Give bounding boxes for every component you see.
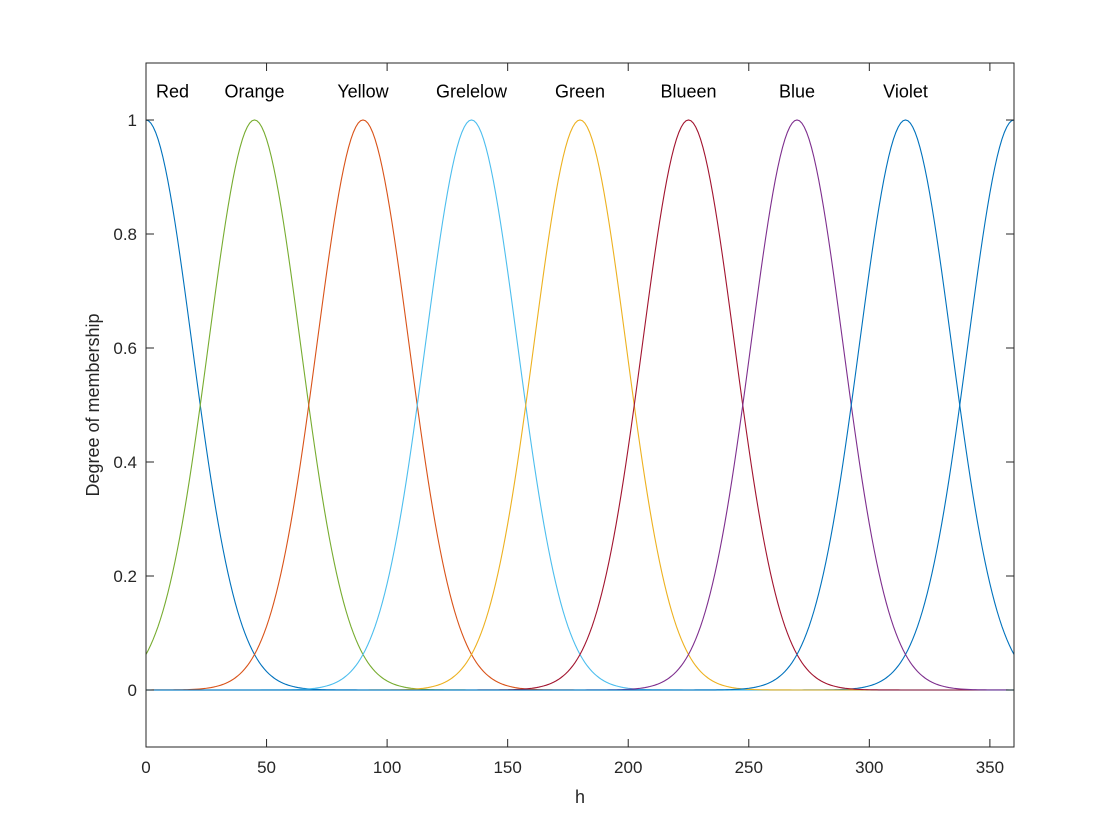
series-line-violet xyxy=(146,119,1014,691)
membership-labels: Red Orange Yellow Grelelow Green Blueen Blue Vi… xyxy=(156,82,928,102)
y-tick-label: 0.6 xyxy=(113,339,137,358)
y-tick-label: 0.8 xyxy=(113,225,137,244)
x-axis-ticks: 0 50 100 150 200 250 300 350 xyxy=(141,63,1004,777)
label-red: Red xyxy=(156,82,189,102)
x-axis-label: h xyxy=(575,787,585,807)
y-tick-label: 0.2 xyxy=(113,567,137,586)
plot-area xyxy=(146,63,1014,747)
y-axis-ticks: 0 0.2 0.4 0.6 0.8 1 xyxy=(113,111,1014,700)
x-tick-label: 150 xyxy=(493,758,521,777)
label-blueen: Blueen xyxy=(660,82,716,102)
y-tick-label: 0 xyxy=(128,681,137,700)
y-tick-label: 0.4 xyxy=(113,453,137,472)
plot-frame xyxy=(145,62,1015,748)
y-axis-label: Degree of membership xyxy=(83,313,103,496)
x-tick-label: 350 xyxy=(976,758,1004,777)
label-green: Green xyxy=(555,82,605,102)
series-curves xyxy=(146,119,1014,691)
label-orange: Orange xyxy=(224,82,284,102)
x-tick-label: 300 xyxy=(855,758,883,777)
x-tick-label: 250 xyxy=(735,758,763,777)
x-tick-label: 200 xyxy=(614,758,642,777)
x-tick-label: 100 xyxy=(373,758,401,777)
x-tick-label: 0 xyxy=(141,758,150,777)
label-violet: Violet xyxy=(883,82,928,102)
label-grelelow: Grelelow xyxy=(436,82,508,102)
label-blue: Blue xyxy=(779,82,815,102)
x-tick-label: 50 xyxy=(257,758,276,777)
label-yellow: Yellow xyxy=(337,82,389,102)
y-tick-label: 1 xyxy=(128,111,137,130)
